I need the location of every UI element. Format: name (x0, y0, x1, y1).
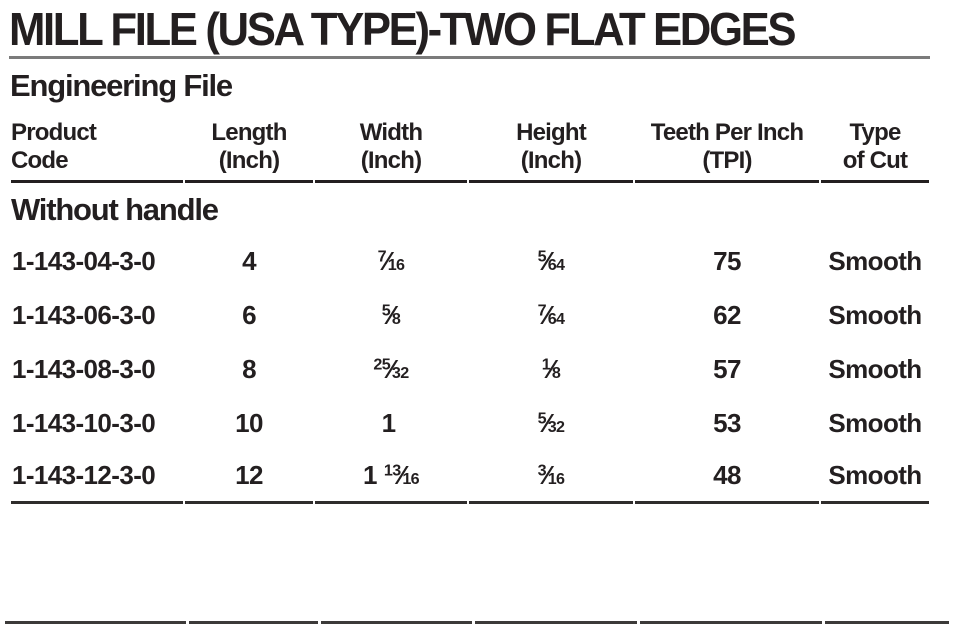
tpi-cell: 62 (713, 299, 741, 330)
tpi-cell: 53 (713, 407, 741, 438)
fraction-numerator: 7 (377, 247, 387, 266)
product-code-cell: 1-143-06-3-0 (12, 299, 156, 330)
fraction-slash: ⁄ (389, 353, 393, 384)
table-section-label: Without handle (11, 192, 219, 227)
fraction-slash: ⁄ (544, 245, 549, 276)
length-cell: 4 (242, 245, 256, 276)
width-cell: 25⁄32 (315, 342, 467, 396)
header-line1: Length (211, 119, 287, 146)
product-code-cell: 1-143-10-3-0 (12, 407, 156, 438)
fraction-numerator: 3 (537, 461, 547, 480)
product-family-subtitle: Engineering File (10, 68, 233, 103)
fraction-denominator: 8 (391, 309, 401, 328)
width-cell: 5⁄8 (315, 288, 467, 342)
page-bottom-rule (5, 621, 949, 624)
fraction-numerator: 13 (383, 461, 401, 480)
type-of-cut-cell: Smooth (828, 245, 922, 276)
table-row: 1-143-12-3-0 12 1 13⁄16 3⁄16 48 Smooth (11, 450, 929, 504)
dimension-whole: 1 (381, 407, 396, 438)
width-cell: 7⁄16 (315, 234, 467, 288)
length-cell: 12 (185, 450, 313, 504)
bottom-rule-segment (639, 621, 823, 624)
height-cell: 1⁄8 (469, 342, 633, 396)
height-cell: 3⁄16 (469, 450, 633, 504)
height-cell: 7⁄64 (469, 288, 633, 342)
header-line1: Type (849, 119, 901, 146)
col-header-length: Length (Inch) (185, 110, 313, 183)
tpi-cell: 48 (635, 450, 819, 504)
fraction-denominator: 64 (547, 309, 565, 328)
fraction-denominator: 32 (391, 363, 409, 382)
fraction-slash: ⁄ (389, 299, 393, 330)
width-cell: 1 (315, 396, 467, 450)
product-code-cell: 1-143-04-3-0 (12, 245, 156, 276)
type-of-cut-cell: Smooth (828, 299, 922, 330)
fraction-numerator: 1 (541, 355, 551, 374)
col-header-product-code: Product Code (11, 110, 183, 183)
fraction-denominator: 16 (387, 255, 405, 274)
fraction-denominator: 16 (547, 470, 565, 488)
length-cell: 8 (242, 353, 256, 384)
table-section-row: Without handle (11, 183, 929, 234)
type-of-cut-cell: Smooth (828, 353, 922, 384)
table-header-row: Product Code Length (Inch) Width (Inch) … (11, 110, 929, 183)
fraction-slash: ⁄ (399, 460, 404, 490)
length-cell: 10 (235, 407, 263, 438)
dimension-whole: 1 (362, 460, 377, 490)
height-cell: 5⁄64 (469, 234, 633, 288)
fraction-numerator: 5 (381, 301, 391, 320)
header-line2: (Inch) (360, 147, 422, 174)
catalog-page: MILL FILE (USA TYPE)-TWO FLAT EDGES Engi… (5, 3, 949, 624)
header-line2: Code (11, 147, 69, 174)
col-header-height: Height (Inch) (469, 110, 633, 183)
col-header-width: Width (Inch) (315, 110, 467, 183)
fraction-denominator: 32 (547, 417, 565, 436)
bottom-rule-segment (321, 621, 472, 624)
height-cell: 5⁄32 (469, 396, 633, 450)
fraction-numerator: 5 (537, 409, 547, 428)
header-line2: of Cut (842, 147, 908, 174)
title-divider-rule (9, 56, 930, 59)
table-row: 1-143-04-3-0 4 7⁄16 5⁄64 75 Smooth (11, 234, 929, 288)
table-row: 1-143-08-3-0 8 25⁄32 1⁄8 57 Smooth (11, 342, 929, 396)
fraction-numerator: 25 (373, 355, 391, 374)
bottom-rule-segment (825, 621, 949, 624)
fraction-slash: ⁄ (384, 245, 389, 276)
fraction-denominator: 16 (402, 470, 420, 488)
header-line2: (Inch) (218, 147, 280, 174)
bottom-rule-segment (5, 621, 187, 624)
fraction-denominator: 8 (551, 363, 561, 382)
fraction-denominator: 64 (547, 255, 565, 274)
product-code-cell: 1-143-08-3-0 (12, 353, 156, 384)
product-spec-table: Product Code Length (Inch) Width (Inch) … (9, 110, 931, 504)
header-line2: (TPI) (702, 147, 752, 174)
col-header-type-of-cut: Type of Cut (821, 110, 929, 183)
header-line1: Teeth Per Inch (650, 119, 804, 146)
page-title: MILL FILE (USA TYPE)-TWO FLAT EDGES (9, 3, 797, 55)
type-of-cut-cell: Smooth (821, 450, 929, 504)
fraction-slash: ⁄ (544, 299, 549, 330)
header-line1: Product (11, 119, 97, 146)
width-cell: 1 13⁄16 (315, 450, 467, 504)
fraction-slash: ⁄ (544, 460, 549, 490)
length-cell: 6 (242, 299, 256, 330)
table-row: 1-143-10-3-0 10 1 5⁄32 53 Smooth (11, 396, 929, 450)
tpi-cell: 75 (713, 245, 741, 276)
col-header-tpi: Teeth Per Inch (TPI) (635, 110, 819, 183)
fraction-slash: ⁄ (544, 407, 549, 438)
table-row: 1-143-06-3-0 6 5⁄8 7⁄64 62 Smooth (11, 288, 929, 342)
fraction-slash: ⁄ (549, 353, 553, 384)
header-line1: Width (359, 119, 423, 146)
tpi-cell: 57 (713, 353, 741, 384)
header-line1: Height (516, 119, 587, 146)
bottom-rule-segment (474, 621, 637, 624)
product-code-cell: 1-143-12-3-0 (11, 450, 183, 504)
type-of-cut-cell: Smooth (828, 407, 922, 438)
header-line2: (Inch) (520, 147, 582, 174)
fraction-numerator: 5 (537, 247, 547, 266)
fraction-numerator: 7 (537, 301, 547, 320)
bottom-rule-segment (189, 621, 318, 624)
